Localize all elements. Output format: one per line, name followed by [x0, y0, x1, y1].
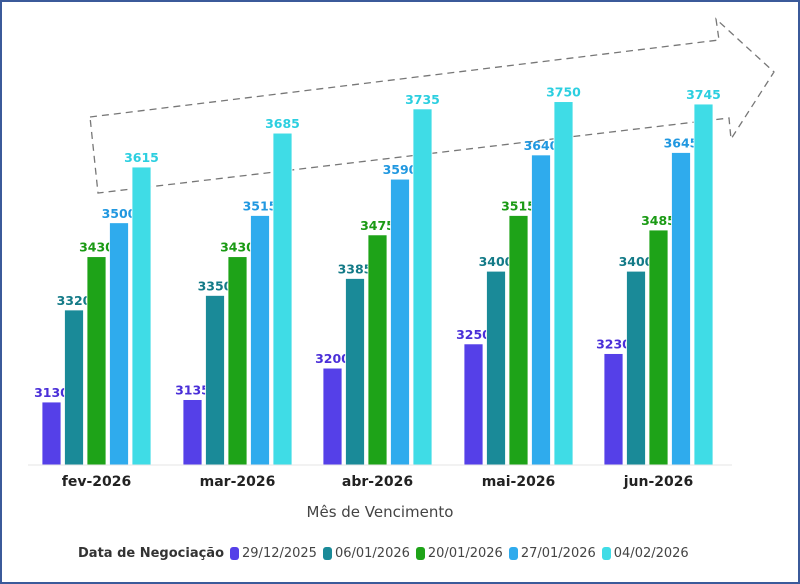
legend-label: 29/12/2025: [242, 546, 317, 561]
data-label: 3745: [686, 87, 721, 102]
bar-mar-2026-20/01/2026[interactable]: [227, 256, 248, 466]
bar-mar-2026-06/01/2026[interactable]: [205, 295, 225, 466]
data-label: 3200: [315, 351, 350, 366]
bar-abr-2026-06/01/2026[interactable]: [345, 278, 365, 466]
data-label: 3500: [102, 206, 137, 221]
data-label: 3750: [546, 85, 581, 100]
bar-mar-2026-27/01/2026[interactable]: [250, 215, 270, 466]
data-label: 3400: [619, 254, 654, 269]
data-label: 3485: [641, 213, 676, 228]
bar-mai-2026-06/01/2026[interactable]: [486, 270, 506, 466]
data-label: 3735: [405, 92, 440, 107]
legend-label: 27/01/2026: [520, 546, 596, 561]
bar-jun-2026-29/12/2025[interactable]: [603, 353, 624, 466]
legend-swatch: [601, 547, 611, 560]
legend-item[interactable]: 27/01/2026: [508, 546, 596, 561]
data-label: 3230: [596, 337, 631, 352]
legend-swatch: [508, 547, 518, 560]
legend-item[interactable]: 29/12/2025: [230, 546, 317, 561]
legend-title: Data de Negociação: [78, 546, 225, 561]
bar-fev-2026-06/01/2026[interactable]: [64, 309, 84, 466]
bar-mai-2026-20/01/2026[interactable]: [508, 215, 529, 466]
bar-mar-2026-29/12/2025[interactable]: [182, 399, 203, 466]
data-label: 3430: [79, 240, 114, 255]
bar-jun-2026-06/01/2026[interactable]: [626, 270, 646, 466]
data-label: 3430: [220, 240, 255, 255]
data-label: 3400: [479, 254, 514, 269]
data-label: 3685: [265, 116, 300, 131]
bar-jun-2026-20/01/2026[interactable]: [648, 229, 669, 466]
legend-swatch: [415, 547, 425, 560]
bar-mar-2026-04/02/2026[interactable]: [272, 132, 293, 466]
legend-item[interactable]: 04/02/2026: [601, 546, 689, 561]
bar-mai-2026-29/12/2025[interactable]: [463, 343, 484, 466]
legend-item[interactable]: 06/01/2026: [322, 546, 410, 561]
x-tick-label: abr-2026: [342, 474, 413, 490]
legend: Data de Negociação 29/12/2025 06/01/2026 2…: [78, 546, 695, 561]
data-label: 3385: [338, 261, 373, 276]
data-label: 3515: [501, 198, 536, 213]
legend-label: 04/02/2026: [613, 546, 689, 561]
x-tick-label: mar-2026: [200, 474, 276, 490]
x-tick-label: jun-2026: [623, 474, 694, 490]
bar-mai-2026-27/01/2026[interactable]: [531, 154, 551, 466]
bar-jun-2026-27/01/2026[interactable]: [671, 152, 691, 466]
legend-swatch: [322, 547, 332, 560]
data-label: 3645: [664, 135, 699, 150]
bar-abr-2026-27/01/2026[interactable]: [390, 178, 410, 466]
bar-fev-2026-29/12/2025[interactable]: [41, 401, 62, 466]
data-label: 3135: [175, 383, 210, 398]
x-axis-title: Mês de Vencimento: [307, 503, 454, 521]
data-label: 3350: [198, 278, 233, 293]
data-label: 3640: [524, 138, 559, 153]
bar-abr-2026-04/02/2026[interactable]: [412, 108, 433, 466]
data-label: 3250: [456, 327, 491, 342]
bar-mai-2026-04/02/2026[interactable]: [553, 101, 574, 466]
bar-jun-2026-04/02/2026[interactable]: [693, 103, 714, 466]
bar-abr-2026-29/12/2025[interactable]: [322, 367, 343, 466]
legend-item[interactable]: 20/01/2026: [415, 546, 503, 561]
bar-abr-2026-20/01/2026[interactable]: [367, 234, 388, 466]
data-label: 3515: [243, 198, 278, 213]
legend-label: 20/01/2026: [427, 546, 503, 561]
x-tick-label: mai-2026: [482, 474, 556, 490]
data-label: 3320: [57, 293, 92, 308]
trend-arrow: [89, 17, 775, 194]
legend-label: 06/01/2026: [334, 546, 410, 561]
bar-fev-2026-27/01/2026[interactable]: [109, 222, 129, 466]
legend-swatch: [230, 547, 240, 560]
x-tick-label: fev-2026: [62, 474, 132, 490]
data-label: 3130: [34, 385, 69, 400]
bar-fev-2026-20/01/2026[interactable]: [86, 256, 107, 466]
bar-fev-2026-04/02/2026[interactable]: [131, 166, 152, 466]
data-label: 3590: [383, 162, 418, 177]
data-label: 3615: [124, 150, 159, 165]
data-label: 3475: [360, 218, 395, 233]
